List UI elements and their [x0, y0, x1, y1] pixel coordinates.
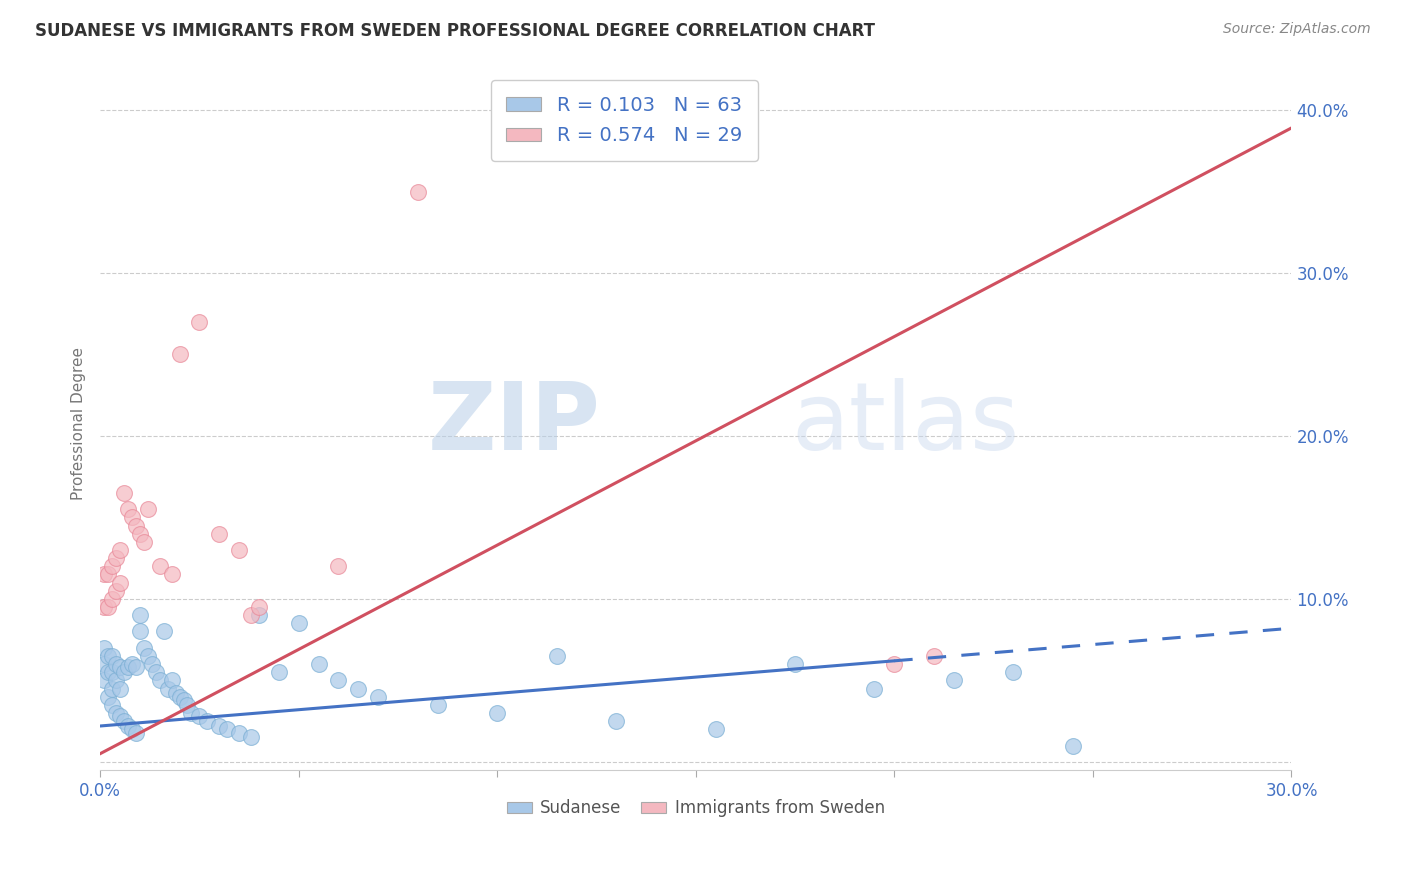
Point: [426, 698, 449, 712]
Point: [97, 567, 120, 582]
Point: [367, 690, 389, 704]
Point: [125, 660, 148, 674]
Point: [208, 526, 231, 541]
Point: [132, 640, 155, 655]
Point: [125, 725, 148, 739]
Point: [942, 673, 965, 688]
Point: [93, 673, 115, 688]
Point: [347, 681, 370, 696]
Point: [97, 665, 120, 680]
Point: [152, 624, 174, 639]
Point: [97, 648, 120, 663]
Point: [169, 690, 191, 704]
Point: [112, 714, 135, 728]
Point: [93, 640, 115, 655]
Point: [240, 731, 263, 745]
Point: [108, 660, 131, 674]
Point: [121, 657, 143, 671]
Point: [117, 502, 139, 516]
Point: [108, 575, 131, 590]
Point: [105, 657, 128, 671]
Point: [328, 559, 350, 574]
Point: [247, 600, 270, 615]
Legend: Sudanese, Immigrants from Sweden: Sudanese, Immigrants from Sweden: [501, 793, 891, 824]
Point: [149, 673, 172, 688]
Point: [121, 510, 143, 524]
Point: [112, 486, 135, 500]
Point: [176, 698, 198, 712]
Text: atlas: atlas: [792, 377, 1019, 470]
Point: [863, 681, 886, 696]
Point: [108, 543, 131, 558]
Point: [173, 693, 195, 707]
Point: [783, 657, 806, 671]
Point: [101, 698, 124, 712]
Point: [101, 665, 124, 680]
Point: [105, 583, 128, 598]
Point: [188, 315, 211, 329]
Point: [169, 347, 191, 361]
Point: [93, 657, 115, 671]
Point: [486, 706, 509, 720]
Point: [136, 502, 159, 516]
Point: [328, 673, 350, 688]
Point: [156, 681, 179, 696]
Point: [125, 518, 148, 533]
Point: [160, 673, 183, 688]
Y-axis label: Professional Degree: Professional Degree: [72, 347, 86, 500]
Point: [145, 665, 167, 680]
Point: [149, 559, 172, 574]
Point: [97, 690, 120, 704]
Point: [605, 714, 627, 728]
Point: [217, 723, 239, 737]
Point: [132, 534, 155, 549]
Point: [112, 665, 135, 680]
Point: [308, 657, 330, 671]
Text: Source: ZipAtlas.com: Source: ZipAtlas.com: [1223, 22, 1371, 37]
Point: [136, 648, 159, 663]
Point: [267, 665, 290, 680]
Point: [101, 681, 124, 696]
Point: [546, 648, 568, 663]
Point: [93, 600, 115, 615]
Point: [165, 686, 187, 700]
Point: [121, 723, 143, 737]
Point: [228, 725, 250, 739]
Point: [108, 709, 131, 723]
Point: [195, 714, 218, 728]
Point: [883, 657, 905, 671]
Point: [128, 624, 150, 639]
Point: [93, 567, 115, 582]
Point: [406, 185, 429, 199]
Point: [128, 526, 150, 541]
Point: [180, 706, 202, 720]
Point: [117, 719, 139, 733]
Point: [101, 559, 124, 574]
Point: [228, 543, 250, 558]
Point: [101, 591, 124, 606]
Point: [240, 608, 263, 623]
Point: [1002, 665, 1025, 680]
Text: SUDANESE VS IMMIGRANTS FROM SWEDEN PROFESSIONAL DEGREE CORRELATION CHART: SUDANESE VS IMMIGRANTS FROM SWEDEN PROFE…: [35, 22, 875, 40]
Point: [247, 608, 270, 623]
Point: [105, 673, 128, 688]
Point: [108, 681, 131, 696]
Point: [105, 551, 128, 566]
Point: [97, 600, 120, 615]
Point: [101, 648, 124, 663]
Point: [160, 567, 183, 582]
Point: [117, 660, 139, 674]
Point: [704, 723, 727, 737]
Text: ZIP: ZIP: [427, 377, 600, 470]
Point: [105, 706, 128, 720]
Point: [208, 719, 231, 733]
Point: [287, 616, 309, 631]
Point: [141, 657, 163, 671]
Point: [1062, 739, 1084, 753]
Point: [188, 709, 211, 723]
Point: [128, 608, 150, 623]
Point: [922, 648, 945, 663]
